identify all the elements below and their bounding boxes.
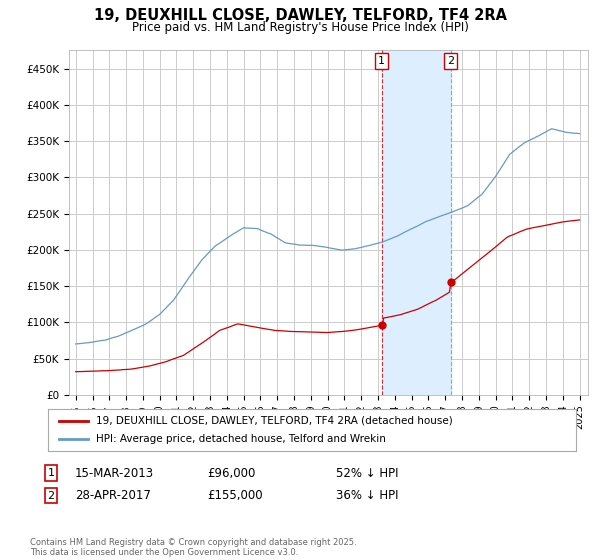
Text: Contains HM Land Registry data © Crown copyright and database right 2025.
This d: Contains HM Land Registry data © Crown c… [30, 538, 356, 557]
Text: 1: 1 [378, 56, 385, 66]
Text: 52% ↓ HPI: 52% ↓ HPI [336, 466, 398, 480]
Text: 1: 1 [47, 468, 55, 478]
Text: Price paid vs. HM Land Registry's House Price Index (HPI): Price paid vs. HM Land Registry's House … [131, 21, 469, 34]
Text: 19, DEUXHILL CLOSE, DAWLEY, TELFORD, TF4 2RA (detached house): 19, DEUXHILL CLOSE, DAWLEY, TELFORD, TF4… [95, 416, 452, 426]
Text: 2: 2 [447, 56, 454, 66]
Text: 36% ↓ HPI: 36% ↓ HPI [336, 489, 398, 502]
Text: HPI: Average price, detached house, Telford and Wrekin: HPI: Average price, detached house, Telf… [95, 434, 385, 444]
Text: 28-APR-2017: 28-APR-2017 [75, 489, 151, 502]
Text: 19, DEUXHILL CLOSE, DAWLEY, TELFORD, TF4 2RA: 19, DEUXHILL CLOSE, DAWLEY, TELFORD, TF4… [94, 8, 506, 24]
Text: 2: 2 [47, 491, 55, 501]
Bar [382, 50, 451, 395]
Text: £155,000: £155,000 [207, 489, 263, 502]
Text: 15-MAR-2013: 15-MAR-2013 [75, 466, 154, 480]
Text: £96,000: £96,000 [207, 466, 256, 480]
